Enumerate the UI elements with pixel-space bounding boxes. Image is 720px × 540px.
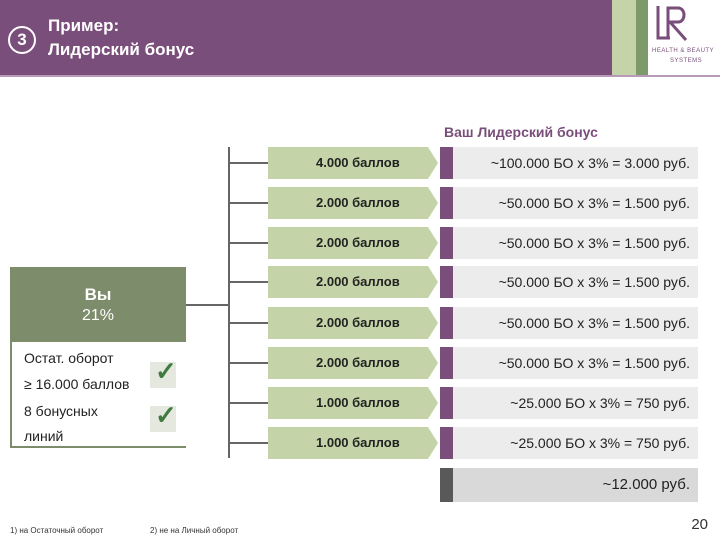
total-bonus-value: ~12.000 руб. [602,476,690,493]
page-title: Пример: Лидерский бонус [48,14,194,62]
condition-turnover-line1: Остат. оборот [24,350,114,366]
row-separator [440,307,453,339]
row-points: 2.000 баллов [268,227,438,259]
condition-lines-line1: 8 бонусных [24,403,98,419]
bonus-row: 2.000 баллов ~50.000 БО х 3% = 1.500 руб… [268,347,698,379]
row-separator [440,187,453,219]
you-label: Вы [84,285,112,304]
bonus-row: 1.000 баллов ~25.000 БО х 3% = 750 руб. [268,427,698,459]
row-calculation: ~50.000 БО х 3% = 1.500 руб. [453,187,698,219]
conditions-box: Остат. оборот ≥ 16.000 баллов 8 бонусных… [10,342,186,448]
row-separator [440,266,453,298]
title-line-2: Лидерский бонус [48,40,195,59]
lr-logo: HEALTH & BEAUTY SYSTEMS [648,0,720,75]
row-calculation: ~25.000 БО х 3% = 750 руб. [453,427,698,459]
checkmark-icon: ✓ [150,356,177,388]
header-divider [0,75,720,77]
row-points: 1.000 баллов [268,427,438,459]
row-calculation: ~50.000 БО х 3% = 1.500 руб. [453,307,698,339]
header-accent-stripe-light [612,0,636,75]
row-points: 4.000 баллов [268,147,438,179]
header-bar: 3 Пример: Лидерский бонус HEALTH & BEAUT… [0,0,720,75]
bonus-row: 4.000 баллов ~100.000 БО х 3% = 3.000 ру… [268,147,698,179]
row-calculation: ~25.000 БО х 3% = 750 руб. [453,387,698,419]
row-separator [440,347,453,379]
row-calculation: ~50.000 БО х 3% = 1.500 руб. [453,347,698,379]
checkmark-icon: ✓ [150,400,177,432]
total-bonus-box: ~12.000 руб. [440,468,698,502]
bonus-section-title: Ваш Лидерский бонус [444,124,598,140]
lr-logo-mark-icon [656,6,688,41]
header-accent-stripe-dark [636,0,648,75]
logo-tagline-2: SYSTEMS [670,58,703,64]
total-separator [440,468,453,502]
row-calculation: ~100.000 БО х 3% = 3.000 руб. [453,147,698,179]
row-calculation: ~50.000 БО х 3% = 1.500 руб. [453,266,698,298]
row-points: 2.000 баллов [268,347,438,379]
step-number-badge: 3 [8,26,36,54]
row-points: 1.000 баллов [268,387,438,419]
footnote-1: 1) на Остаточный оборот [10,526,104,535]
title-line-1: Пример: [48,16,120,35]
row-points: 2.000 баллов [268,266,438,298]
bonus-row: 1.000 баллов ~25.000 БО х 3% = 750 руб. [268,387,698,419]
condition-turnover-line2: ≥ 16.000 баллов [24,376,130,392]
page-number: 20 [691,516,708,533]
bonus-row: 2.000 баллов ~50.000 БО х 3% = 1.500 руб… [268,227,698,259]
footnote-2: 2) не на Личный оборот [150,526,239,535]
row-calculation: ~50.000 БО х 3% = 1.500 руб. [453,227,698,259]
row-points: 2.000 баллов [268,307,438,339]
bonus-row: 2.000 баллов ~50.000 БО х 3% = 1.500 руб… [268,187,698,219]
bonus-row: 2.000 баллов ~50.000 БО х 3% = 1.500 руб… [268,266,698,298]
row-separator [440,227,453,259]
you-box: Вы 21% [10,267,186,342]
you-percent: 21% [81,307,115,324]
row-separator [440,147,453,179]
row-separator [440,427,453,459]
condition-lines-line2: линий [24,428,64,444]
bonus-row: 2.000 баллов ~50.000 БО х 3% = 1.500 руб… [268,307,698,339]
logo-tagline-1: HEALTH & BEAUTY [652,48,715,54]
row-separator [440,387,453,419]
row-points: 2.000 баллов [268,187,438,219]
